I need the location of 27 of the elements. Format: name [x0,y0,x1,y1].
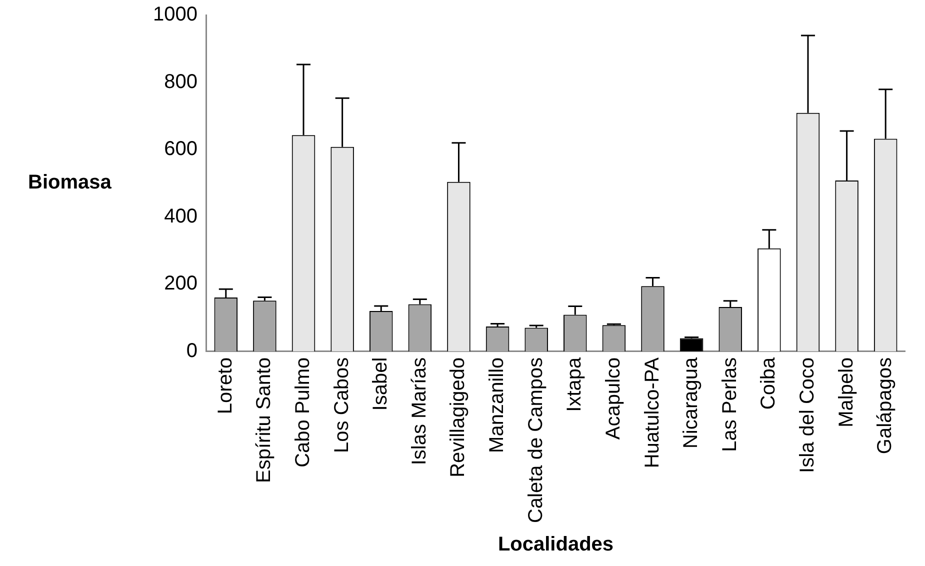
x-tick-label: Manzanillo [486,357,508,453]
x-tick-label: Los Cabos [330,357,353,453]
y-axis-title: Biomasa [28,172,112,194]
x-tick-label: Galápagos [874,357,896,454]
x-tick-label: Acapulco [602,357,624,440]
x-tick-label: Islas Marías [408,357,430,466]
x-axis-title: Localidades [498,534,614,556]
y-tick-label: 600 [164,138,198,160]
x-tick-label: Nicaragua [680,356,702,449]
y-tick-label: 200 [164,272,198,295]
x-tick-label: Cabo Pulmo [292,357,314,468]
x-tick-label: Isla del Coco [796,357,818,473]
bar [680,338,704,352]
x-tick-label: Huatulco-PA [641,356,664,468]
x-tick-label: Caleta de Campos [524,357,547,524]
x-tick-label: Revillagigedo [447,357,470,478]
y-tick-label: 0 [186,340,198,362]
x-tick-label: Espíritu Santo [253,357,276,483]
x-tick-label: Coiba [758,356,780,410]
x-tick-label: Isabel [370,357,392,411]
x-tick-label: Malpelo [835,357,858,428]
x-tick-label: Las Perlas [718,357,741,452]
y-tick-label: 400 [164,205,198,228]
y-tick-label: 1000 [152,4,198,26]
x-tick-label: Loreto [214,357,236,414]
y-tick-label: 800 [164,70,198,93]
x-tick-label: Ixtapa [564,356,586,412]
